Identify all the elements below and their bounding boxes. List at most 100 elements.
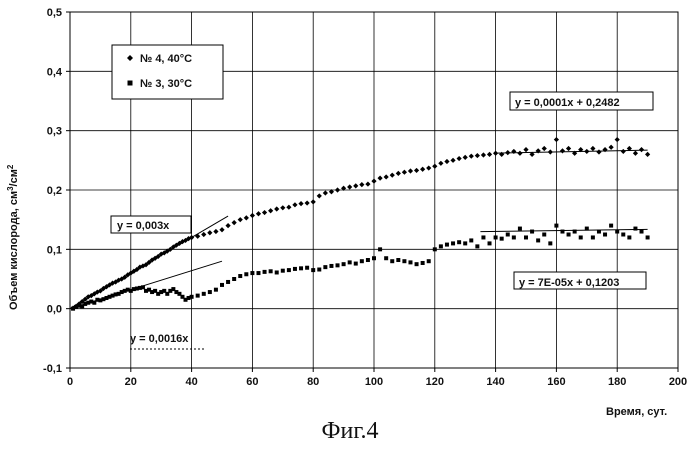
x-tick-label: 180 <box>608 376 626 388</box>
data-point-series-2 <box>579 235 583 239</box>
y-tick-label: 0,0 <box>47 304 62 316</box>
data-point-series-2 <box>573 230 577 234</box>
data-point-series-2 <box>402 259 406 263</box>
legend-label-series-1: № 4, 40°C <box>140 53 192 65</box>
data-point-series-2 <box>238 274 242 278</box>
data-point-series-2 <box>439 244 443 248</box>
data-point-series-2 <box>256 271 260 275</box>
y-tick-label: 0,4 <box>47 66 63 78</box>
data-point-series-2 <box>299 266 303 270</box>
data-point-series-2 <box>208 290 212 294</box>
data-point-series-2 <box>263 270 267 274</box>
data-point-series-2 <box>196 294 200 298</box>
data-point-series-2 <box>494 235 498 239</box>
data-point-series-2 <box>427 259 431 263</box>
trendline-label-3: y = 0,0001x + 0,2482 <box>510 92 653 110</box>
data-point-series-2 <box>281 269 285 273</box>
data-point-series-2 <box>512 235 516 239</box>
data-point-series-2 <box>481 235 485 239</box>
data-point-series-2 <box>378 247 382 251</box>
data-point-series-2 <box>269 269 273 273</box>
x-tick-label: 40 <box>185 376 197 388</box>
data-point-series-2 <box>275 270 279 274</box>
x-tick-labels: 020406080100120140160180200 <box>67 376 687 388</box>
data-point-series-2 <box>250 271 254 275</box>
data-point-series-2 <box>488 241 492 245</box>
x-tick-label: 80 <box>307 376 319 388</box>
data-point-series-2 <box>287 268 291 272</box>
data-point-series-2 <box>336 263 340 267</box>
x-tick-label: 100 <box>365 376 383 388</box>
data-point-series-2 <box>408 260 412 264</box>
data-point-series-2 <box>500 237 504 241</box>
data-point-series-2 <box>457 240 461 244</box>
data-point-series-2 <box>372 256 376 260</box>
data-point-series-2 <box>415 262 419 266</box>
data-point-series-2 <box>554 224 558 228</box>
data-point-series-2 <box>342 262 346 266</box>
data-point-series-2 <box>311 268 315 272</box>
data-point-series-2 <box>469 238 473 242</box>
trendline-label-1-text: y = 0,003x <box>117 220 170 232</box>
x-tick-label: 160 <box>547 376 565 388</box>
x-tick-label: 20 <box>125 376 137 388</box>
y-tick-labels: -0,10,00,10,20,30,40,5 <box>43 7 63 375</box>
x-tick-label: 120 <box>426 376 444 388</box>
y-tick-label: 0,5 <box>47 7 62 19</box>
x-tick-label: 200 <box>669 376 687 388</box>
data-point-series-2 <box>232 277 236 281</box>
data-point-series-2 <box>354 262 358 266</box>
y-axis-title: Объем кислорода, см3/см2 <box>6 164 20 310</box>
legend-marker-square <box>128 81 133 86</box>
data-point-series-2 <box>214 288 218 292</box>
data-point-series-2 <box>141 285 145 289</box>
data-point-series-2 <box>317 268 321 272</box>
y-tick-label: 0,1 <box>47 244 62 256</box>
data-point-series-2 <box>190 295 194 299</box>
data-point-series-2 <box>360 259 364 263</box>
data-point-series-2 <box>384 256 388 260</box>
x-tick-label: 140 <box>486 376 504 388</box>
data-point-series-2 <box>396 258 400 262</box>
data-point-series-2 <box>609 224 613 228</box>
y-axis-title-main: Объем кислорода, см <box>8 191 20 310</box>
data-point-series-2 <box>329 264 333 268</box>
data-point-series-2 <box>390 259 394 263</box>
data-point-series-2 <box>621 233 625 237</box>
data-point-series-2 <box>627 235 631 239</box>
data-point-series-2 <box>567 233 571 237</box>
trendline-label-1: y = 0,003x <box>111 216 191 233</box>
data-point-series-2 <box>560 230 564 234</box>
data-point-series-2 <box>615 230 619 234</box>
data-point-series-2 <box>202 292 206 296</box>
y-tick-label: 0,3 <box>47 126 62 138</box>
trendline-label-2-text: y = 0,0016x <box>130 333 189 345</box>
trendline-label-4: y = 7E-05x + 0,1203 <box>514 272 646 289</box>
trendline-label-3-text: y = 0,0001x + 0,2482 <box>515 97 620 109</box>
oxygen-volume-chart: 020406080100120140160180200 -0,10,00,10,… <box>0 0 700 420</box>
figure-caption: Фиг.4 <box>0 418 700 445</box>
data-point-series-2 <box>451 241 455 245</box>
data-point-series-2 <box>633 227 637 231</box>
data-point-series-2 <box>433 247 437 251</box>
y-tick-label: 0,2 <box>47 185 62 197</box>
y-axis-title-sup2: 2 <box>6 164 15 169</box>
data-point-series-2 <box>421 261 425 265</box>
x-tick-label: 60 <box>246 376 258 388</box>
data-point-series-2 <box>542 233 546 237</box>
data-point-series-2 <box>293 267 297 271</box>
data-point-series-2 <box>445 243 449 247</box>
data-point-series-2 <box>524 235 528 239</box>
y-axis-title-mid: /см <box>8 169 20 186</box>
legend: № 4, 40°C № 3, 30°C <box>112 45 223 99</box>
data-point-series-2 <box>226 280 230 284</box>
data-point-series-2 <box>597 230 601 234</box>
data-point-series-2 <box>536 238 540 242</box>
data-point-series-2 <box>518 227 522 231</box>
data-point-series-2 <box>646 235 650 239</box>
data-point-series-2 <box>463 241 467 245</box>
data-point-series-2 <box>548 241 552 245</box>
legend-label-series-2: № 3, 30°C <box>140 78 192 90</box>
x-axis-title: Время, сут. <box>606 406 667 418</box>
data-point-series-2 <box>475 244 479 248</box>
